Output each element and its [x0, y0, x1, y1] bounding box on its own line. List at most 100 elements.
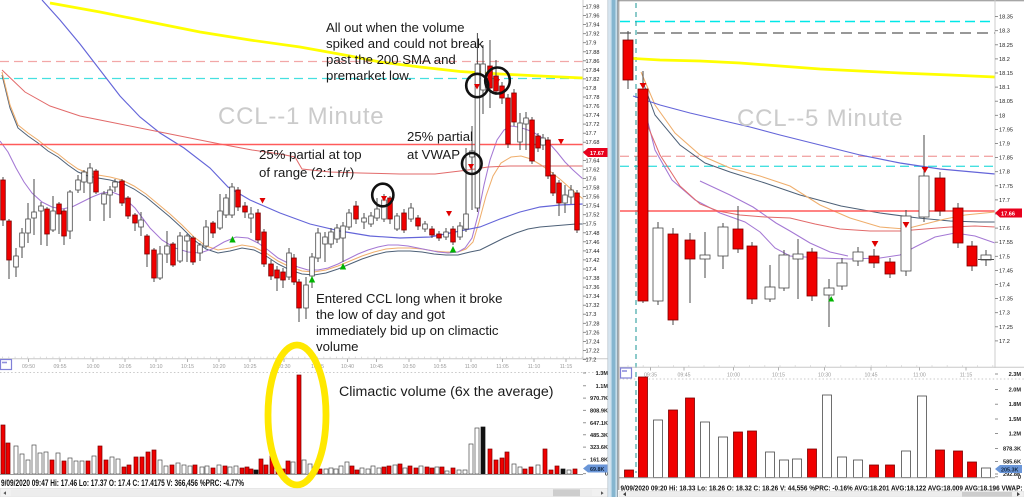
svg-text:at VWAP: at VWAP [407, 147, 460, 162]
svg-text:17.64: 17.64 [586, 158, 600, 164]
svg-text:18.05: 18.05 [999, 99, 1013, 105]
svg-text:17.9: 17.9 [586, 41, 597, 47]
svg-text:485.3K: 485.3K [590, 433, 608, 439]
svg-text:10:10: 10:10 [150, 364, 163, 370]
svg-text:17.3: 17.3 [586, 312, 597, 318]
svg-text:205.3K: 205.3K [1001, 467, 1018, 473]
svg-text:9/09/2020 09:20 Hi: 18.33 Lo: 9/09/2020 09:20 Hi: 18.33 Lo: 18.26 O: 1… [621, 486, 1023, 493]
svg-text:10:20: 10:20 [213, 364, 226, 370]
svg-text:25% partial at top: 25% partial at top [259, 147, 362, 162]
svg-text:of range (2:1 r/r): of range (2:1 r/r) [259, 165, 354, 180]
svg-text:17.96: 17.96 [586, 14, 600, 20]
svg-text:17.98: 17.98 [586, 5, 600, 11]
svg-text:17.78: 17.78 [586, 95, 600, 101]
svg-text:18.2: 18.2 [999, 57, 1010, 63]
svg-text:18.3: 18.3 [999, 29, 1010, 35]
svg-text:17.7: 17.7 [586, 131, 597, 137]
svg-text:17.6: 17.6 [586, 177, 597, 183]
svg-text:585.6K: 585.6K [1003, 460, 1021, 466]
svg-text:17.2: 17.2 [999, 339, 1010, 345]
svg-text:CCL--5 Minute: CCL--5 Minute [737, 105, 903, 132]
svg-text:17.24: 17.24 [586, 339, 600, 345]
svg-text:the low of day and got: the low of day and got [316, 307, 445, 322]
svg-text:17.22: 17.22 [586, 348, 600, 354]
svg-text:69.8K: 69.8K [590, 467, 604, 473]
svg-text:17.3: 17.3 [999, 311, 1010, 317]
svg-text:17.32: 17.32 [586, 303, 600, 309]
svg-text:17.42: 17.42 [586, 258, 600, 264]
svg-text:17.8: 17.8 [999, 170, 1010, 176]
svg-text:17.46: 17.46 [586, 240, 600, 246]
svg-text:10:40: 10:40 [341, 364, 354, 370]
svg-text:10:30: 10:30 [278, 364, 291, 370]
svg-text:17.5: 17.5 [586, 222, 597, 228]
svg-text:17.45: 17.45 [999, 268, 1013, 274]
svg-text:17.8: 17.8 [586, 86, 597, 92]
svg-text:323.6K: 323.6K [590, 445, 608, 451]
svg-text:Climactic volume (6x the avera: Climactic volume (6x the average) [339, 384, 553, 400]
svg-text:10:50: 10:50 [403, 364, 416, 370]
svg-text:1.8M: 1.8M [1009, 402, 1022, 408]
svg-text:10:25: 10:25 [244, 364, 257, 370]
svg-text:17.34: 17.34 [586, 294, 600, 300]
svg-text:past the 200 SMA and: past the 200 SMA and [326, 52, 456, 67]
svg-text:17.35: 17.35 [999, 297, 1013, 303]
svg-text:647.1K: 647.1K [590, 421, 608, 427]
svg-text:spiked and could not break: spiked and could not break [326, 36, 484, 51]
svg-text:10:00: 10:00 [87, 364, 100, 370]
svg-text:17.4: 17.4 [999, 283, 1010, 289]
svg-text:1.5M: 1.5M [1009, 417, 1022, 423]
svg-text:17.6: 17.6 [999, 226, 1010, 232]
svg-text:09:35: 09:35 [644, 372, 657, 378]
svg-text:17.94: 17.94 [586, 23, 600, 29]
svg-text:17.25: 17.25 [999, 325, 1013, 331]
svg-text:18.15: 18.15 [999, 71, 1013, 77]
svg-text:11:05: 11:05 [496, 364, 509, 370]
svg-text:161.8K: 161.8K [590, 457, 608, 463]
svg-text:17.52: 17.52 [586, 213, 600, 219]
svg-text:18: 18 [999, 113, 1005, 119]
svg-text:17.66: 17.66 [1001, 211, 1015, 217]
svg-text:1.2M: 1.2M [1009, 432, 1022, 438]
svg-text:17.58: 17.58 [586, 186, 600, 192]
svg-text:11:15: 11:15 [560, 364, 573, 370]
svg-text:10:00: 10:00 [727, 372, 740, 378]
svg-text:17.44: 17.44 [586, 249, 600, 255]
svg-text:09:50: 09:50 [22, 364, 35, 370]
svg-text:808.9K: 808.9K [590, 408, 608, 414]
svg-text:11:10: 11:10 [528, 364, 541, 370]
svg-text:292.8K: 292.8K [1003, 472, 1021, 478]
svg-text:17.56: 17.56 [586, 195, 600, 201]
svg-text:1.1M: 1.1M [596, 384, 609, 390]
svg-text:17.5: 17.5 [999, 254, 1010, 260]
svg-text:premarket low.: premarket low. [326, 68, 412, 83]
svg-text:17.54: 17.54 [586, 204, 600, 210]
svg-text:17.36: 17.36 [586, 285, 600, 291]
svg-text:17.67: 17.67 [590, 151, 604, 157]
svg-text:17.26: 17.26 [586, 330, 600, 336]
svg-text:10:45: 10:45 [865, 372, 878, 378]
svg-text:878.3K: 878.3K [1003, 446, 1021, 452]
svg-text:2.3M: 2.3M [1009, 372, 1022, 378]
svg-text:10:15: 10:15 [772, 372, 785, 378]
svg-text:25% partial: 25% partial [407, 129, 473, 144]
svg-text:18.25: 18.25 [999, 43, 1013, 49]
svg-text:10:05: 10:05 [119, 364, 132, 370]
svg-text:17.95: 17.95 [999, 127, 1013, 133]
svg-text:All out when the volume: All out when the volume [326, 20, 465, 35]
svg-text:10:55: 10:55 [434, 364, 447, 370]
svg-text:17.38: 17.38 [586, 276, 600, 282]
svg-text:17.75: 17.75 [999, 184, 1013, 190]
svg-text:17.4: 17.4 [586, 267, 597, 273]
svg-text:11:00: 11:00 [913, 372, 926, 378]
svg-text:17.55: 17.55 [999, 240, 1013, 246]
svg-text:10:45: 10:45 [370, 364, 383, 370]
svg-text:18.35: 18.35 [999, 15, 1013, 21]
svg-text:9/09/2020 09:47 Hi: 17.46 Lo: 9/09/2020 09:47 Hi: 17.46 Lo: 17.37 O: 1… [1, 478, 244, 488]
svg-text:0: 0 [1018, 475, 1021, 481]
svg-text:2.0M: 2.0M [1009, 387, 1022, 393]
svg-text:10:30: 10:30 [818, 372, 831, 378]
svg-text:17.9: 17.9 [999, 142, 1010, 148]
svg-text:10:15: 10:15 [181, 364, 194, 370]
svg-text:17.62: 17.62 [586, 167, 600, 173]
